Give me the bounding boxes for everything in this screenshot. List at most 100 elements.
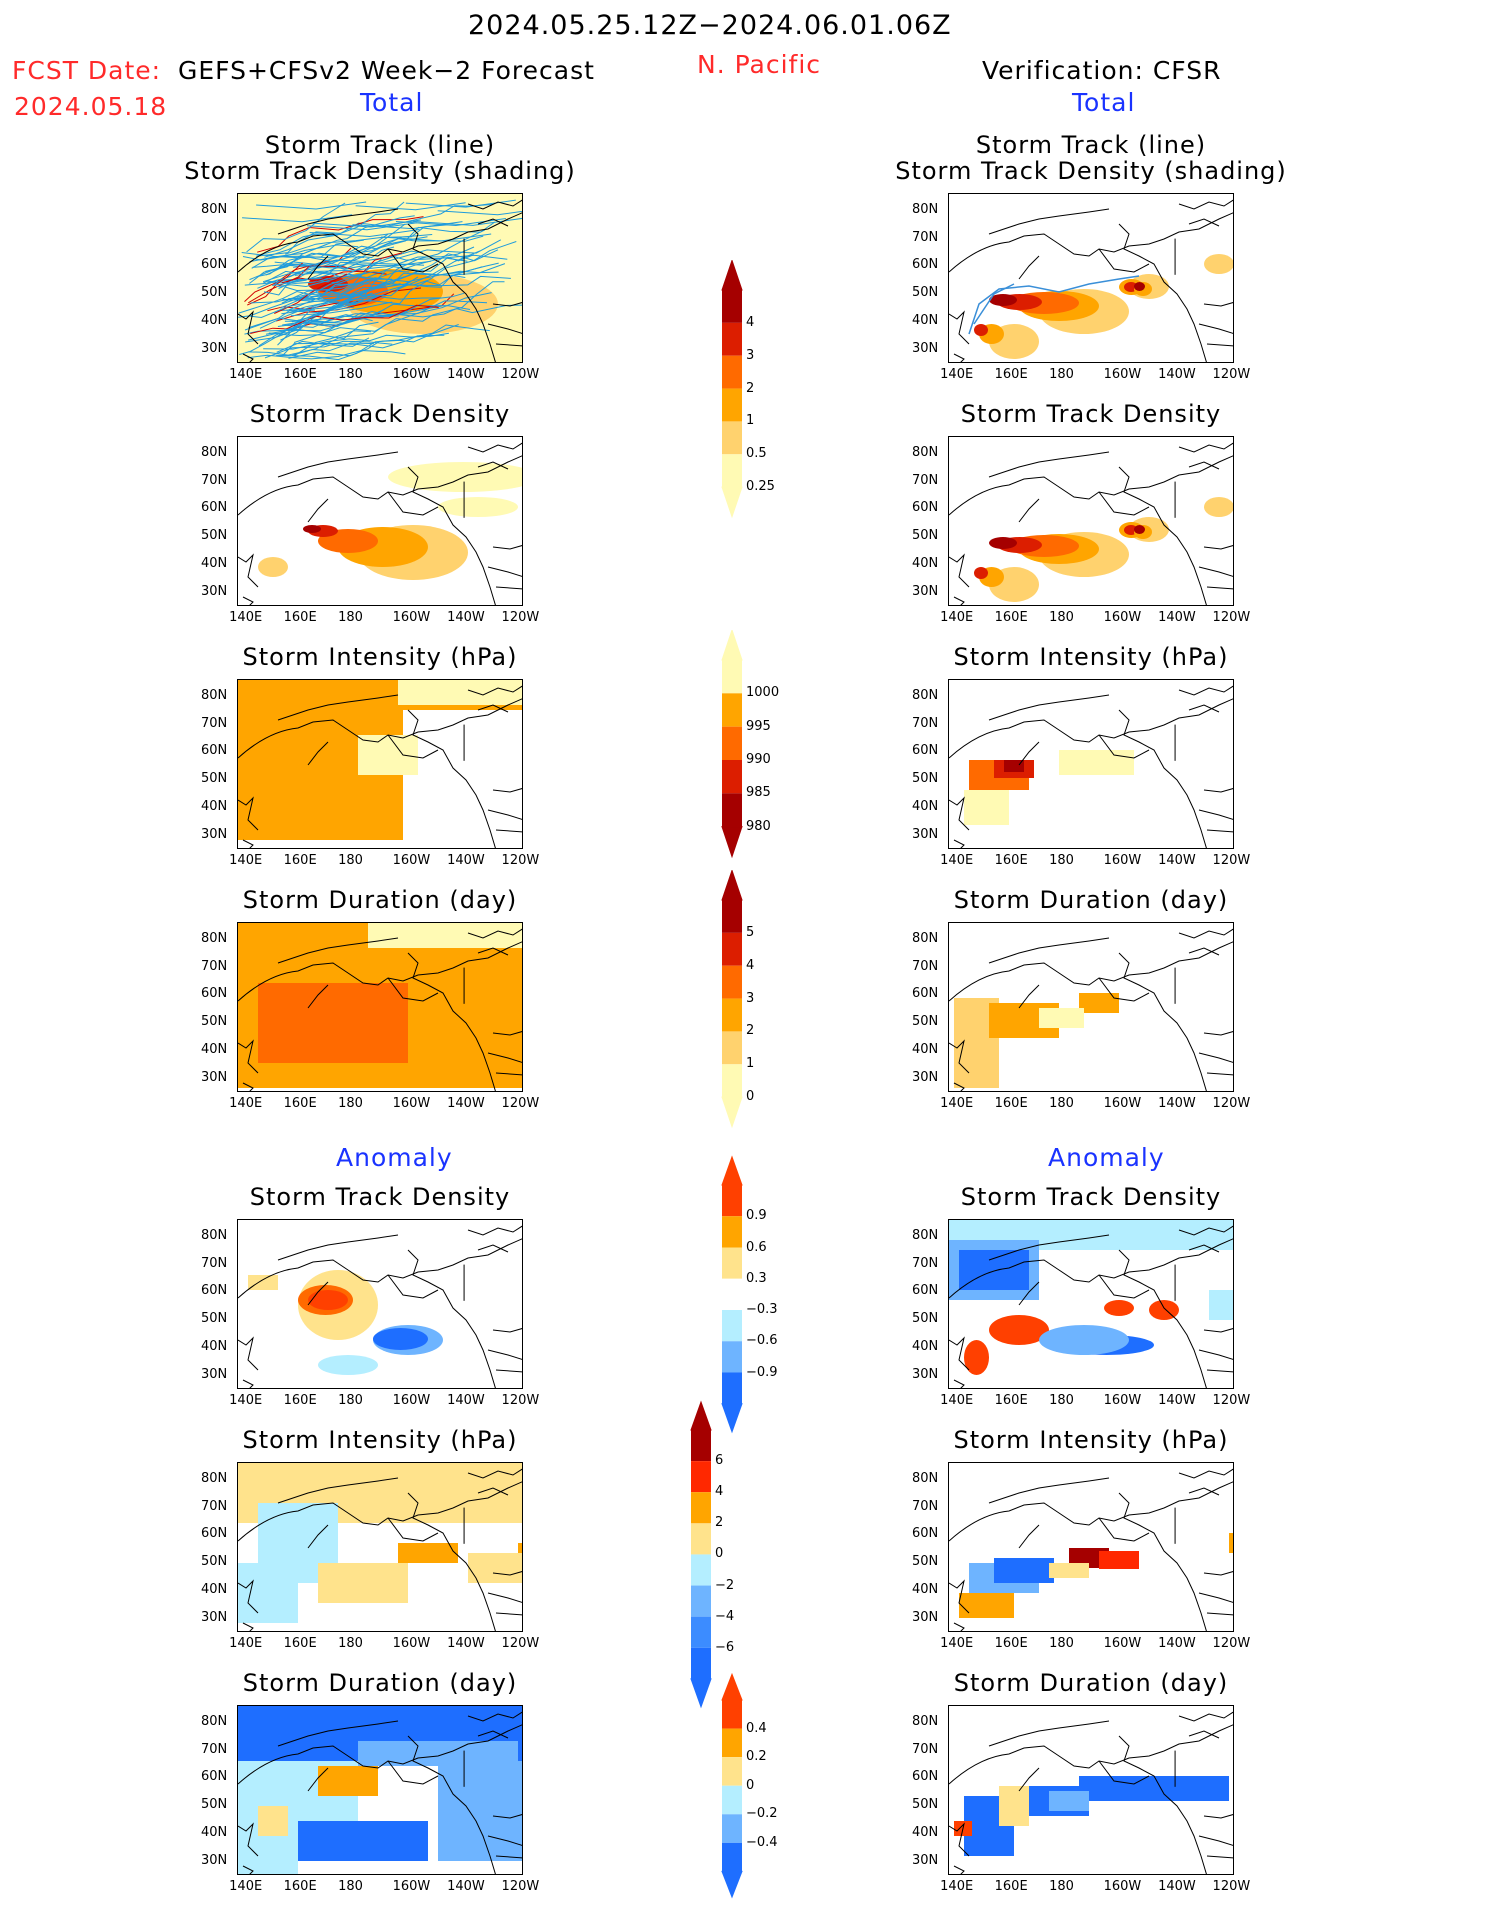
lat-tick-label: 50N [912,771,939,787]
lon-tick-label: 160W [1103,367,1142,382]
lon-tick-label: 120W [1212,367,1251,382]
panel-p1-fcst-title1: Storm Track (line) [264,131,496,159]
lon-tick-label: 160W [392,1879,431,1894]
colorbar-density-total-label: 3 [746,347,755,363]
shading-patch [1049,1563,1089,1578]
lon-tick-label: 140E [940,1096,974,1111]
shading-patch [368,923,522,948]
lon-tick-label: 160W [392,610,431,625]
lon-tick-label: 140E [940,1393,974,1408]
shading-patch [438,1761,522,1861]
shading-patch [358,735,418,775]
shading-patch [303,525,321,533]
lat-tick-label: 80N [201,201,228,217]
colorbar-duration-total-label: 2 [746,1023,755,1039]
lat-tick-label: 50N [912,1797,939,1813]
colorbar-duration-total-label: 5 [746,924,755,940]
lon-tick-label: 160E [283,610,317,625]
colorbar-intensity-total [721,630,743,859]
lon-tick-label: 140W [1158,1096,1196,1111]
date-range-title: 2024.05.25.12Z−2024.06.01.06Z [468,10,952,41]
colorbar-density-anomaly-label: 0.9 [746,1208,767,1224]
panel-p2-verif-title: Storm Track Density [960,400,1222,428]
lon-tick-label: 120W [501,1393,540,1408]
shading-patch [318,1355,378,1375]
colorbar-intensity-total-label: 990 [746,752,771,767]
lon-tick-label: 180 [1049,853,1074,868]
shading-patch [308,1290,348,1310]
lon-tick-label: 180 [338,1096,363,1111]
lon-tick-label: 140W [447,1879,485,1894]
lat-tick-label: 40N [201,313,228,329]
panel-p6-fcst-map [238,1463,522,1631]
shading-patch [999,1786,1029,1826]
lat-tick-label: 40N [201,1042,228,1058]
lon-tick-label: 120W [1212,853,1251,868]
lon-tick-label: 160W [392,1636,431,1651]
colorbar-duration-total-label: 4 [746,957,755,973]
shading-patch [468,1553,522,1583]
lon-tick-label: 180 [1049,1879,1074,1894]
lon-tick-label: 120W [501,1636,540,1651]
colorbar-density-total [721,260,743,519]
lon-tick-label: 160E [283,853,317,868]
lat-tick-label: 80N [201,1470,228,1486]
panel-p2-fcst-title: Storm Track Density [249,400,511,428]
lat-tick-label: 30N [201,341,228,357]
shading-patch [1149,1300,1179,1320]
colorbar-intensity-total-label: 1000 [746,685,780,701]
lat-tick-label: 80N [201,1227,228,1243]
lat-tick-label: 70N [201,1255,228,1271]
shading-patch [438,497,518,517]
panel-p3-verif-title: Storm Intensity (hPa) [953,643,1229,671]
lon-tick-label: 140E [229,1879,263,1894]
shading-patch [1059,750,1134,775]
lon-tick-label: 160W [392,1393,431,1408]
lat-tick-label: 40N [912,1582,939,1598]
panel-p1-fcst [237,193,523,363]
lat-tick-label: 30N [912,1070,939,1086]
lat-tick-label: 50N [201,285,228,301]
lat-tick-label: 40N [912,1825,939,1841]
lat-tick-label: 50N [201,1554,228,1570]
colorbar-duration-total-label: 3 [746,990,755,1006]
lon-tick-label: 160E [994,853,1028,868]
lon-tick-label: 140W [447,610,485,625]
anomaly-left-label: Anomaly [336,1143,453,1172]
lon-tick-label: 140E [940,610,974,625]
lat-tick-label: 60N [912,743,939,759]
lon-tick-label: 140E [229,1096,263,1111]
lon-tick-label: 120W [1212,1636,1251,1651]
shading-patch [238,1563,298,1623]
shading-patch [278,1821,428,1861]
lon-tick-label: 140W [1158,853,1196,868]
colorbar-intensity-anomaly-label: 6 [715,1453,724,1469]
lon-tick-label: 140W [1158,1879,1196,1894]
colorbar-intensity-anomaly-label: −4 [715,1608,735,1624]
lat-tick-label: 80N [912,444,939,460]
colorbar-density-anomaly-label: 0.3 [746,1270,767,1286]
lat-tick-label: 80N [201,444,228,460]
lon-tick-label: 140W [1158,610,1196,625]
lat-tick-label: 80N [201,687,228,703]
shading-patch [1134,282,1145,291]
panel-p6-fcst-title: Storm Intensity (hPa) [242,1426,518,1454]
lon-tick-label: 160E [994,1393,1028,1408]
lon-tick-label: 120W [501,610,540,625]
lat-tick-label: 50N [912,528,939,544]
lat-tick-label: 50N [912,285,939,301]
lon-tick-label: 140E [229,610,263,625]
lon-tick-label: 160E [994,1879,1028,1894]
lon-tick-label: 160E [283,367,317,382]
lon-tick-label: 160E [994,610,1028,625]
lat-tick-label: 40N [201,1339,228,1355]
lat-tick-label: 80N [912,930,939,946]
panel-p7-verif-map [949,1711,1233,1874]
colorbar-density-total-label: 4 [746,314,755,330]
panel-p2-verif [948,436,1234,606]
colorbar-duration-total [721,870,743,1129]
panel-p7-fcst-map [238,1706,522,1874]
colorbar-intensity-total-label: 980 [746,818,771,834]
lat-tick-label: 60N [201,1526,228,1542]
panel-p5-fcst-map [238,1225,522,1388]
